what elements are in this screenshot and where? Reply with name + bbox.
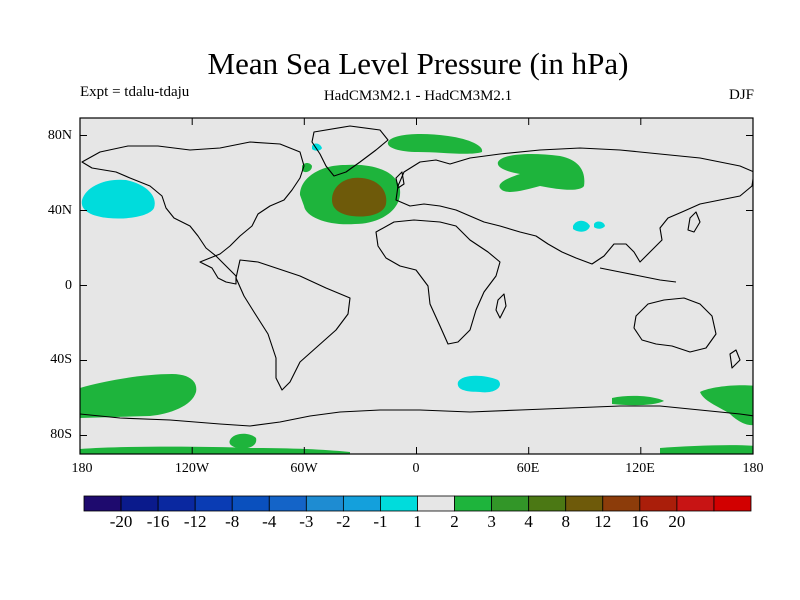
anomaly-siberia bbox=[497, 154, 585, 192]
coast-africa bbox=[375, 219, 501, 345]
anomaly-central-asia-b bbox=[594, 221, 605, 229]
coast-indonesia bbox=[599, 267, 677, 283]
colorbar-label-10: 3 bbox=[487, 512, 496, 531]
coast-europe-asia bbox=[395, 147, 753, 265]
lat-tick-label-1: 40N bbox=[47, 203, 72, 218]
colorbar-swatch-6 bbox=[305, 495, 344, 512]
colorbar-swatch-4 bbox=[231, 495, 270, 512]
colorbar-swatch-12 bbox=[528, 495, 567, 512]
anomaly-south-atlantic bbox=[457, 375, 500, 393]
colorbar-label-6: -2 bbox=[336, 512, 351, 531]
coast-greenland bbox=[311, 125, 389, 177]
axis-ticks bbox=[79, 118, 754, 454]
colorbar-swatch-13 bbox=[565, 495, 604, 512]
colorbar-swatch-7 bbox=[342, 495, 381, 512]
colorbar-label-2: -12 bbox=[183, 512, 207, 531]
colorbar-swatch-0 bbox=[83, 495, 122, 512]
colorbar-swatch-15 bbox=[639, 495, 678, 512]
model-label: HadCM3M2.1 - HadCM3M2.1 bbox=[323, 88, 513, 104]
anomaly-greenland-east bbox=[302, 163, 312, 173]
colorbar-swatch-10 bbox=[454, 495, 493, 512]
colorbar-swatch-5 bbox=[268, 495, 307, 512]
lon-tick-label-0: 180 bbox=[71, 461, 93, 476]
colorbar-swatch-8 bbox=[380, 495, 418, 512]
colorbar-swatch-16 bbox=[676, 495, 715, 512]
lat-tick-label-4: 80S bbox=[50, 427, 72, 442]
anomaly-north-atlantic-core bbox=[332, 177, 387, 217]
coast-madagascar bbox=[495, 293, 507, 319]
coast-australia bbox=[633, 297, 717, 353]
colorbar-swatch-9 bbox=[417, 495, 455, 512]
anomaly-antarctic-strip bbox=[80, 446, 350, 454]
colorbar bbox=[83, 495, 752, 512]
colorbar-label-13: 12 bbox=[594, 512, 612, 531]
season-label: DJF bbox=[728, 87, 754, 103]
lon-tick-label-2: 60W bbox=[290, 461, 318, 476]
anomaly-fields bbox=[80, 134, 753, 454]
colorbar-swatch-1 bbox=[120, 495, 159, 512]
anomaly-southwest-pacific bbox=[700, 385, 753, 425]
colorbar-swatch-14 bbox=[602, 495, 641, 512]
coast-japan bbox=[687, 211, 701, 233]
coastlines bbox=[80, 125, 753, 427]
coast-south-america bbox=[235, 259, 351, 391]
lon-tick-label-3: 0 bbox=[412, 461, 420, 476]
coast-north-america bbox=[81, 141, 305, 285]
colorbar-swatch-2 bbox=[157, 495, 196, 512]
anomaly-south-indian bbox=[612, 395, 664, 406]
anomaly-antarctic-west bbox=[229, 433, 257, 449]
coast-uk bbox=[395, 171, 405, 189]
colorbar-label-11: 4 bbox=[524, 512, 533, 531]
colorbar-label-0: -20 bbox=[109, 512, 133, 531]
anomaly-southeast-pacific bbox=[80, 374, 197, 418]
lat-tick-label-3: 40S bbox=[50, 352, 72, 367]
anomaly-north-pacific bbox=[81, 179, 155, 219]
coast-new-zealand bbox=[729, 349, 741, 369]
anomaly-antarctic-east bbox=[660, 445, 753, 454]
colorbar-swatch-17 bbox=[713, 495, 752, 512]
lon-tick-label-1: 120W bbox=[174, 461, 210, 476]
colorbar-swatch-3 bbox=[194, 495, 233, 512]
colorbar-label-8: 1 bbox=[413, 512, 422, 531]
lat-tick-label-0: 80N bbox=[47, 128, 72, 143]
lon-tick-label-6: 180 bbox=[742, 461, 764, 476]
colorbar-label-5: -3 bbox=[299, 512, 314, 531]
colorbar-label-12: 8 bbox=[561, 512, 570, 531]
anomaly-central-asia-a bbox=[573, 220, 590, 232]
colorbar-label-4: -4 bbox=[262, 512, 277, 531]
lon-tick-label-4: 60E bbox=[516, 461, 540, 476]
colorbar-label-3: -8 bbox=[225, 512, 240, 531]
anomaly-greenland-sea bbox=[387, 134, 483, 154]
colorbar-label-14: 16 bbox=[631, 512, 649, 531]
colorbar-label-15: 20 bbox=[668, 512, 686, 531]
colorbar-swatch-11 bbox=[491, 495, 530, 512]
colorbar-label-1: -16 bbox=[146, 512, 170, 531]
colorbar-label-9: 2 bbox=[450, 512, 459, 531]
coast-antarctica bbox=[80, 405, 753, 427]
lat-tick-label-2: 0 bbox=[65, 278, 72, 293]
map-title: Mean Sea Level Pressure (in hPa) bbox=[207, 46, 629, 81]
lon-tick-label-5: 120E bbox=[625, 461, 655, 476]
colorbar-label-7: -1 bbox=[373, 512, 388, 531]
experiment-label: Expt = tdalu-tdaju bbox=[80, 84, 190, 100]
